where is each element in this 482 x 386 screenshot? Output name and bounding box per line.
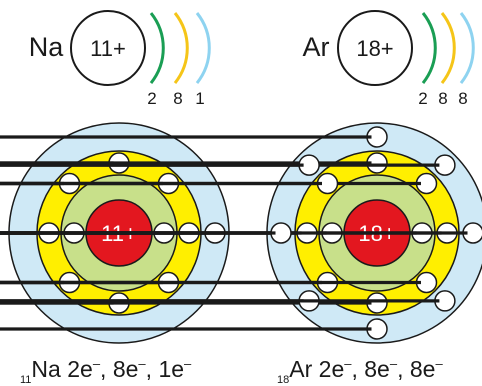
na-shell-count-1: 2 bbox=[147, 89, 156, 108]
na-shell-count-2: 8 bbox=[173, 89, 182, 108]
na-shell-2-count: 8 bbox=[113, 356, 126, 382]
ar-shell-count-1: 2 bbox=[418, 89, 427, 108]
ar-shell-3-electron-8 bbox=[0, 290, 456, 312]
ar-shell-count-3: 8 bbox=[458, 89, 467, 108]
na-shell-arc-1 bbox=[149, 12, 165, 84]
ar-shell-2-electron-8 bbox=[0, 271, 438, 294]
ar-electron-configuration: 18Ar 2e–, 8e–, 8e– bbox=[277, 356, 443, 386]
ar-symbol: Ar bbox=[303, 32, 330, 62]
ar-atomic-number: 18 bbox=[277, 374, 289, 386]
na-shell-1-count: 2 bbox=[67, 356, 80, 382]
na-formula-symbol: Na bbox=[31, 356, 61, 382]
ar-shell-1-count: 2 bbox=[319, 356, 332, 382]
na-atomic-number: 11 bbox=[20, 374, 31, 386]
na-nucleus-circle bbox=[70, 10, 146, 86]
ar-shell-arc-1 bbox=[421, 12, 437, 84]
ar-shell-3-electron-3 bbox=[0, 126, 388, 148]
ar-shell-3-electron-4 bbox=[0, 154, 320, 176]
na-shell-arc-3 bbox=[195, 12, 211, 84]
na-shell-count-3: 1 bbox=[195, 89, 204, 108]
ar-shell-3-electron-7 bbox=[0, 318, 388, 340]
ar-header: Ar 18+ 2 8 8 bbox=[303, 10, 475, 108]
ar-formula-symbol: Ar bbox=[289, 356, 312, 382]
ar-electrons bbox=[0, 126, 482, 340]
ar-shell-model: 18+ bbox=[0, 122, 482, 344]
na-symbol: Na bbox=[29, 32, 64, 62]
ar-nucleus-circle bbox=[337, 10, 413, 86]
na-header: Na 11+ 2 8 1 bbox=[29, 10, 211, 108]
na-electron-configuration: 11Na 2e–, 8e–, 1e– bbox=[20, 356, 192, 386]
na-shell-3-count: 1 bbox=[158, 356, 171, 382]
ar-shell-count-2: 8 bbox=[438, 89, 447, 108]
na-nucleus-label: 11+ bbox=[90, 36, 126, 61]
ar-shell-3-electron-5 bbox=[0, 222, 292, 244]
na-shell-arc-2 bbox=[173, 12, 189, 84]
ar-shell-arc-3 bbox=[459, 12, 475, 84]
ar-shell-2-electron-4 bbox=[0, 172, 339, 195]
ar-nucleus-label: 18+ bbox=[356, 36, 393, 61]
ar-shell-3-count: 8 bbox=[410, 356, 423, 382]
ar-shell-arc-2 bbox=[440, 12, 456, 84]
ar-shell-2-count: 8 bbox=[364, 356, 377, 382]
